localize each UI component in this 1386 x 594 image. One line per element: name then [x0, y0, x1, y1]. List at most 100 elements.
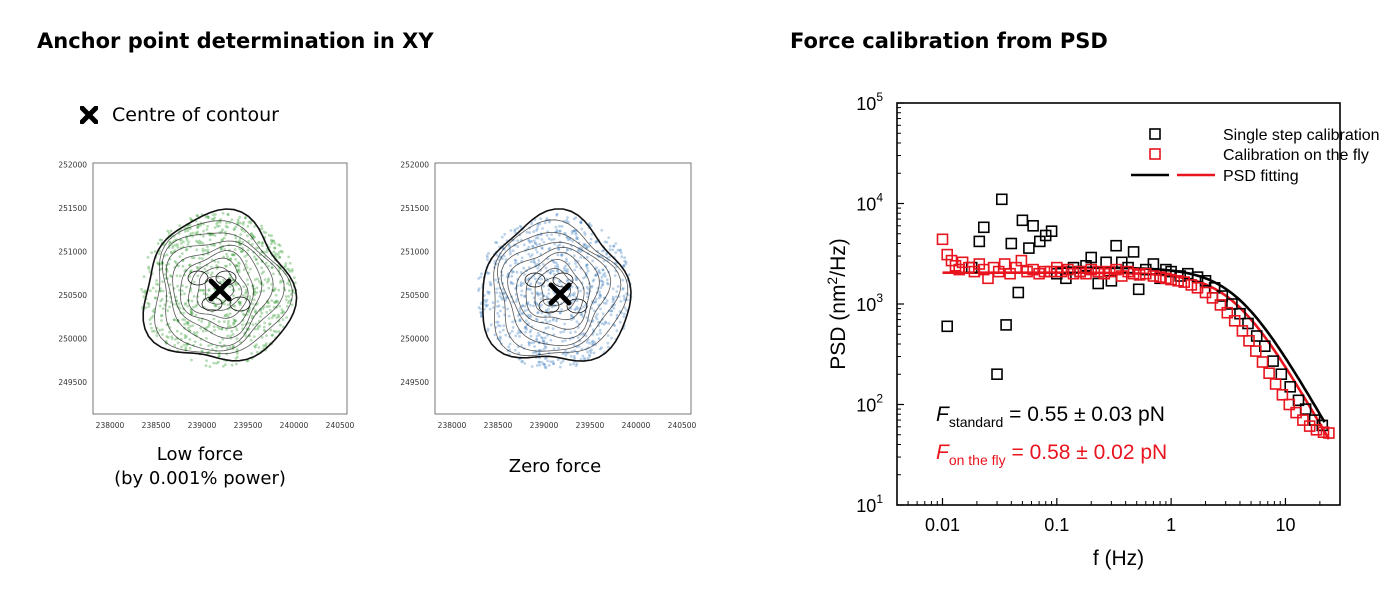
single-step-point — [1051, 267, 1063, 280]
scatter-dot — [612, 244, 616, 248]
scatter-dot — [182, 311, 186, 315]
scatter-dot — [159, 299, 163, 303]
scatter-dot — [575, 235, 579, 239]
scatter-dot — [502, 254, 506, 258]
scatter-dot — [576, 249, 580, 253]
scatter-dot — [543, 336, 547, 340]
scatter-dot — [547, 288, 551, 291]
scatter-dot — [234, 236, 238, 240]
scatter-dot — [597, 270, 600, 274]
scatter-dot — [497, 258, 500, 261]
single-step-point — [1147, 258, 1160, 270]
scatter-dot — [529, 255, 532, 258]
scatter-dot — [590, 348, 593, 352]
scatter-dot — [170, 275, 173, 278]
scatter-dot — [556, 358, 560, 362]
scatter-dot — [190, 312, 193, 315]
scatter-dot — [511, 326, 515, 329]
scatter-dot — [555, 269, 559, 272]
scatter-dot — [200, 320, 204, 323]
scatter-dot — [542, 263, 545, 266]
scatter-dot — [274, 287, 277, 290]
scatter-dot — [518, 318, 522, 321]
scatter-dot — [573, 356, 577, 360]
scatter-dot — [182, 343, 186, 347]
scatter-dot — [529, 282, 533, 286]
scatter-dot — [610, 336, 613, 340]
scatter-dot — [612, 244, 616, 248]
scatter-dot — [171, 244, 175, 248]
scatter-dot — [520, 344, 524, 347]
scatter-dot — [233, 253, 236, 257]
x-tick-label: 239000 — [188, 421, 217, 430]
scatter-dot — [270, 316, 274, 320]
scatter-dot — [210, 217, 214, 221]
scatter-dot — [489, 323, 493, 327]
scatter-dot — [160, 298, 164, 301]
scatter-dot — [241, 222, 245, 226]
on-the-fly-point — [1085, 263, 1097, 276]
scatter-dot — [287, 255, 290, 259]
scatter-dot — [544, 309, 548, 312]
scatter-dot — [502, 306, 505, 309]
x-tick-label: 239500 — [234, 421, 263, 430]
scatter-dot — [536, 311, 540, 314]
scatter-dot — [290, 303, 294, 307]
scatter-dot — [155, 279, 159, 282]
scatter-dot — [260, 244, 264, 248]
scatter-dot — [183, 322, 187, 326]
scatter-dot — [267, 264, 270, 268]
scatter-dot — [552, 362, 555, 365]
on-the-fly-point — [962, 261, 975, 274]
scatter-dot — [591, 339, 595, 343]
scatter-dot — [204, 249, 207, 252]
scatter-dot — [242, 221, 245, 224]
scatter-dot — [532, 341, 536, 344]
scatter-dot — [588, 222, 591, 225]
scatter-dot — [158, 238, 162, 242]
scatter-dot — [196, 230, 200, 234]
scatter-dot — [274, 299, 278, 303]
single-step-point — [1182, 267, 1194, 280]
scatter-dot — [566, 238, 570, 242]
scatter-dot — [201, 329, 205, 333]
scatter-dot — [270, 240, 274, 243]
scatter-dot — [260, 241, 264, 245]
scatter-dot — [574, 330, 577, 334]
scatter-dot — [552, 333, 556, 336]
scatter-dot — [544, 318, 547, 322]
on-the-fly-point — [956, 256, 969, 269]
scatter-dot — [231, 345, 235, 349]
single-step-point — [1105, 274, 1118, 287]
scatter-dot — [265, 334, 268, 337]
on-the-fly-point — [1004, 267, 1016, 280]
scatter-dot — [537, 293, 540, 297]
legend-marker — [1149, 128, 1161, 140]
scatter-dot — [223, 314, 227, 318]
scatter-dot — [594, 240, 598, 244]
scatter-dot — [612, 306, 616, 310]
scatter-dot — [238, 215, 242, 219]
scatter-dot — [225, 347, 229, 351]
scatter-dot — [559, 331, 563, 334]
scatter-dot — [521, 359, 524, 363]
on-the-fly-point — [1323, 427, 1335, 439]
scatter-dot — [263, 278, 267, 281]
scatter-dot — [210, 271, 214, 275]
scatter-dot — [140, 287, 143, 291]
scatter-dot — [294, 281, 297, 285]
scatter-dot — [226, 325, 230, 329]
scatter-dot — [546, 326, 550, 329]
scatter-dot — [246, 234, 249, 238]
scatter-dot — [268, 322, 271, 326]
scatter-dot — [188, 263, 192, 267]
scatter-dot — [510, 329, 514, 333]
scatter-dot — [195, 248, 199, 252]
scatter-dot — [150, 251, 154, 255]
scatter-dot — [585, 291, 589, 295]
on-the-fly-point — [1228, 314, 1241, 327]
scatter-dot — [573, 291, 576, 295]
scatter-dot — [525, 278, 528, 282]
scatter-dot — [194, 231, 198, 235]
scatter-dot — [579, 220, 582, 224]
